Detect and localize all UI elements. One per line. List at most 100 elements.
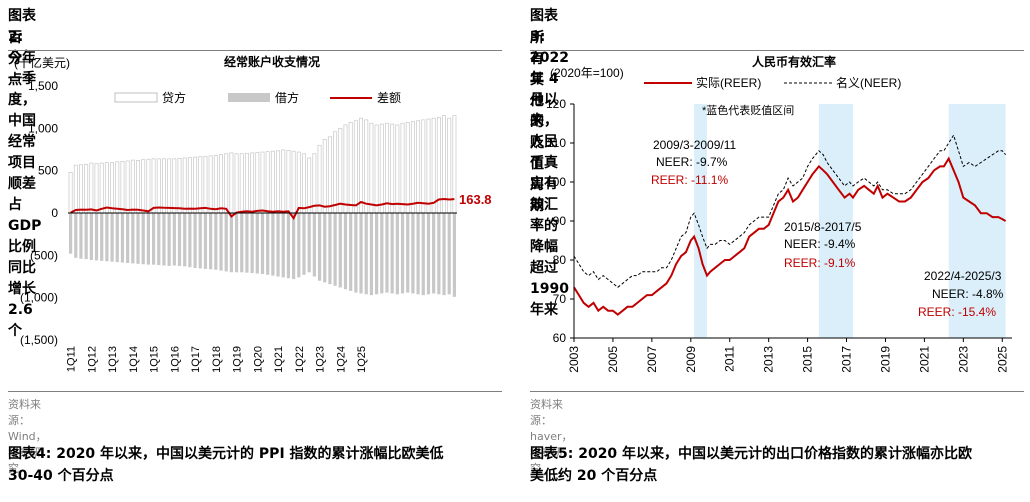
- right-legend: 实际(REER) 名义(NEER): [644, 75, 901, 90]
- credit-bar: [182, 157, 187, 214]
- left-x-tick-label: 1Q20: [252, 346, 264, 373]
- credit-bar: [431, 117, 436, 214]
- left-x-tick-label: 1Q15: [149, 346, 161, 373]
- right-x-tick-label: 2017: [840, 346, 854, 373]
- credit-bar: [359, 117, 364, 214]
- left-title-rule: [8, 50, 502, 51]
- annotation-2015-neer: NEER: -9.4%: [784, 237, 856, 251]
- debit-bar: [162, 213, 166, 266]
- annotation-2022-neer: NEER: -4.8%: [932, 287, 1004, 301]
- credit-bar: [177, 158, 182, 214]
- credit-bar: [327, 136, 332, 214]
- credit-bar: [68, 172, 73, 214]
- legend-label-debit: 借方: [275, 90, 299, 105]
- debit-bar: [198, 213, 202, 269]
- debit-bar: [234, 213, 239, 273]
- credit-bar: [151, 158, 156, 214]
- credit-bar: [400, 122, 405, 214]
- left-title-line2: 百分点: [8, 30, 22, 88]
- left-y-axis-label: (十亿美元): [14, 55, 70, 70]
- left-source: 资料来源：Wind，华泰研究: [8, 398, 47, 475]
- debit-bar: [416, 213, 420, 295]
- annotation-2009-neer: NEER: -9.7%: [656, 155, 728, 169]
- legend-label-balance: 差额: [377, 91, 401, 105]
- credit-bar: [94, 163, 99, 214]
- credit-bar: [125, 160, 130, 214]
- debit-bar: [437, 213, 441, 295]
- debit-bar: [131, 213, 135, 264]
- left-y-tick-label: 500: [38, 164, 58, 178]
- right-x-tick-label: 2009: [684, 346, 698, 373]
- right-y-tick-label: 80: [553, 253, 567, 267]
- credit-bar: [115, 161, 120, 214]
- debit-bar: [84, 213, 88, 260]
- right-title-line1: 图表3: 2022 年 4 月以来，人民币真实有效汇率的降幅超过 1990 年来: [530, 8, 569, 318]
- left-x-tick-label: 1Q11: [66, 346, 78, 372]
- right-x-tick-label: 2025: [995, 346, 1009, 373]
- depreciation-shade: [694, 104, 707, 338]
- debit-bar: [240, 213, 244, 273]
- reer-line: [573, 156, 1007, 316]
- debit-bar: [266, 213, 270, 275]
- credit-bar: [229, 152, 234, 214]
- credit-bar: [353, 120, 358, 214]
- debit-bar: [229, 213, 233, 273]
- balance-last-value-label: 163.8: [459, 192, 492, 207]
- credit-bar: [73, 164, 78, 214]
- debit-bar: [333, 213, 337, 286]
- debit-bar: [105, 213, 109, 262]
- debit-bar: [411, 213, 415, 294]
- credit-bar: [390, 123, 395, 214]
- right-x-tick-label: 2005: [606, 346, 620, 373]
- credit-bar: [255, 152, 260, 214]
- right-x-tick-label: 2011: [723, 346, 737, 372]
- debit-bar: [385, 213, 389, 293]
- debit-bar: [79, 213, 83, 259]
- right-x-tick-label: 2013: [762, 346, 776, 373]
- depreciation-shade: [818, 104, 853, 338]
- left-chart-title: 经常账户收支情况: [224, 54, 320, 69]
- right-y-tick-label: 110: [547, 136, 566, 150]
- left-y-tick-label: (1,000): [20, 291, 58, 305]
- credit-bar: [203, 155, 208, 214]
- credit-bar: [374, 124, 379, 214]
- credit-bar: [265, 151, 270, 214]
- debit-bar: [177, 213, 182, 266]
- debit-bar: [250, 213, 254, 274]
- left-x-tick-label: 1Q18: [211, 346, 223, 373]
- debit-bar: [260, 213, 265, 274]
- debit-bar: [151, 213, 156, 265]
- credit-bar: [348, 122, 353, 214]
- debit-bar: [390, 213, 394, 294]
- debit-bar: [146, 213, 151, 265]
- credit-bar: [89, 162, 94, 214]
- right-chart: 人民币有效汇率 (2020年=100) 60 70 80 90 100 110 120 200…: [546, 54, 1012, 373]
- legend-label-credit: 贷方: [162, 90, 186, 105]
- debit-bar: [172, 213, 176, 266]
- left-x-tick-label: 1Q25: [356, 346, 368, 373]
- debit-bar: [297, 213, 301, 278]
- debit-bar: [343, 213, 348, 290]
- debit-bar: [323, 213, 327, 283]
- debit-bar: [94, 213, 99, 261]
- debit-bar: [317, 213, 322, 281]
- debit-bar: [74, 213, 78, 258]
- debit-bar: [100, 213, 104, 261]
- annotation-2009-period: 2009/3-2009/11: [653, 138, 737, 152]
- right-x-tick-label: 2015: [801, 346, 815, 373]
- debit-bar: [255, 213, 259, 274]
- bottom-left-title-line1: 图表4: 2020 年以来，中国以美元计的 PPI 指数的累计涨幅比欧美低: [8, 446, 444, 462]
- credit-bar: [156, 158, 161, 214]
- neer-line: [573, 134, 1006, 288]
- shading-note: *蓝色代表贬值区间: [702, 103, 794, 117]
- credit-bar: [161, 158, 166, 214]
- credit-bar: [234, 153, 239, 214]
- credit-bar: [317, 144, 322, 214]
- right-y-tick-label: 60: [553, 331, 567, 345]
- right-y-tick-label: 70: [553, 292, 567, 306]
- left-chart: 经常账户收支情况 (十亿美元) 1,500 1,000 500 0 (500) (1,00…: [14, 54, 492, 373]
- credit-bar: [120, 161, 125, 214]
- debit-bar: [349, 213, 353, 291]
- right-x-tick-label: 2021: [917, 346, 931, 373]
- left-source-rule: [8, 391, 502, 392]
